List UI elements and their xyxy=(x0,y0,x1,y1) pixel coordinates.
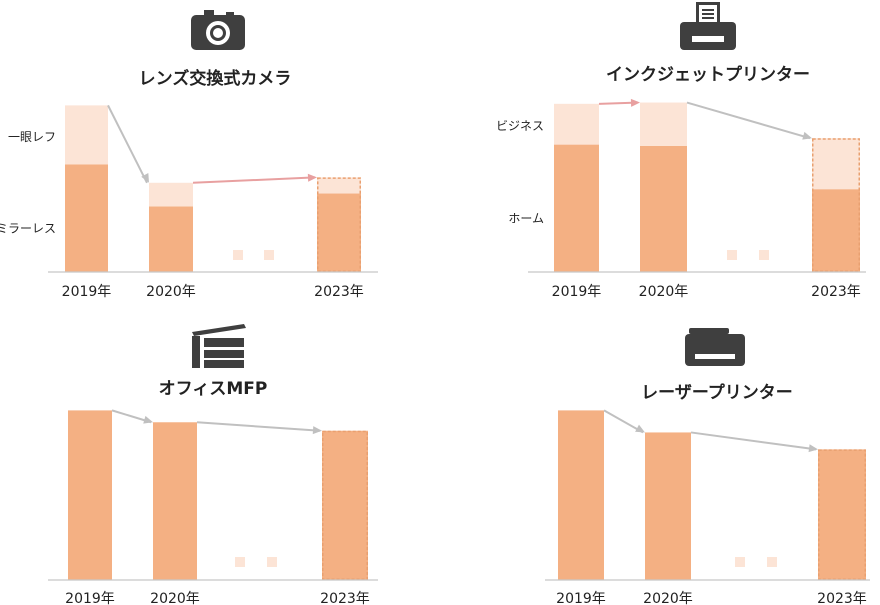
chart-2: インクジェットプリンター 2019年 2020年 2023年 ホーム ビジネス xyxy=(496,2,866,300)
bar-segment xyxy=(640,102,687,146)
x-tick-label: 2023年 xyxy=(811,284,861,300)
bar-segment xyxy=(68,410,112,580)
bar-segment xyxy=(812,189,860,272)
chart-3: オフィスMFP 2019年 2020年 2023年 xyxy=(48,324,378,605)
forecast-outline xyxy=(322,430,368,580)
bar-segment xyxy=(65,105,108,165)
bar-segment xyxy=(153,422,197,580)
bar-segment xyxy=(149,206,193,272)
trend-arrow xyxy=(107,104,148,184)
x-tick-label: 2019年 xyxy=(556,591,606,605)
chart-title: インクジェットプリンター xyxy=(606,64,810,85)
series-label: ビジネス xyxy=(496,119,544,133)
x-tick-label: 2023年 xyxy=(314,284,364,300)
trend-arrow xyxy=(603,409,644,434)
series-label: ホーム xyxy=(508,211,544,225)
forecast-outline xyxy=(317,177,361,272)
bar-segment xyxy=(558,410,604,580)
gap-marker xyxy=(235,557,245,567)
x-tick-label: 2023年 xyxy=(817,591,867,605)
bar-segment xyxy=(640,145,687,272)
forecast-outline xyxy=(818,449,866,580)
bar-segment xyxy=(149,182,193,207)
trend-arrow xyxy=(192,176,316,184)
gap-marker xyxy=(759,250,769,260)
chart-title: レーザープリンター xyxy=(641,382,793,403)
bar-segment xyxy=(812,138,860,190)
bar-segment xyxy=(554,144,599,272)
bar-segment xyxy=(317,177,361,194)
camera-icon xyxy=(191,10,245,50)
series-label: 一眼レフ xyxy=(8,130,56,144)
bar-segment xyxy=(65,164,108,272)
bar-segment xyxy=(818,449,866,580)
bar-segment xyxy=(322,430,368,580)
chart-title: レンズ交換式カメラ xyxy=(139,68,292,89)
x-tick-label: 2019年 xyxy=(65,591,115,605)
x-tick-label: 2020年 xyxy=(639,284,689,300)
chart-title: オフィスMFP xyxy=(159,379,268,399)
bar-segment xyxy=(317,193,361,272)
x-tick-label: 2020年 xyxy=(146,284,196,300)
copier-icon xyxy=(192,324,246,368)
bar-segment xyxy=(554,103,599,145)
x-tick-label: 2020年 xyxy=(150,591,200,605)
x-tick-label: 2019年 xyxy=(552,284,602,300)
forecast-outline xyxy=(812,138,860,272)
chart-1: レンズ交換式カメラ 2019年 2020年 2023年 ミラーレス 一眼レフ xyxy=(0,10,378,300)
x-tick-label: 2023年 xyxy=(320,591,370,605)
printer-icon xyxy=(680,2,736,50)
gap-marker xyxy=(267,557,277,567)
gap-marker xyxy=(767,557,777,567)
x-tick-label: 2019年 xyxy=(62,284,112,300)
trend-arrow xyxy=(196,421,321,432)
chart-4: レーザープリンター 2019年 2020年 2023年 xyxy=(545,328,870,605)
trend-arrow xyxy=(690,431,817,451)
series-label: ミラーレス xyxy=(0,221,56,235)
gap-marker xyxy=(264,250,274,260)
gap-marker xyxy=(727,250,737,260)
x-tick-label: 2020年 xyxy=(643,591,693,605)
gap-marker xyxy=(233,250,243,260)
laser-printer-icon xyxy=(685,328,745,366)
gap-marker xyxy=(735,557,745,567)
bar-segment xyxy=(645,432,691,580)
trend-arrow xyxy=(686,101,811,140)
